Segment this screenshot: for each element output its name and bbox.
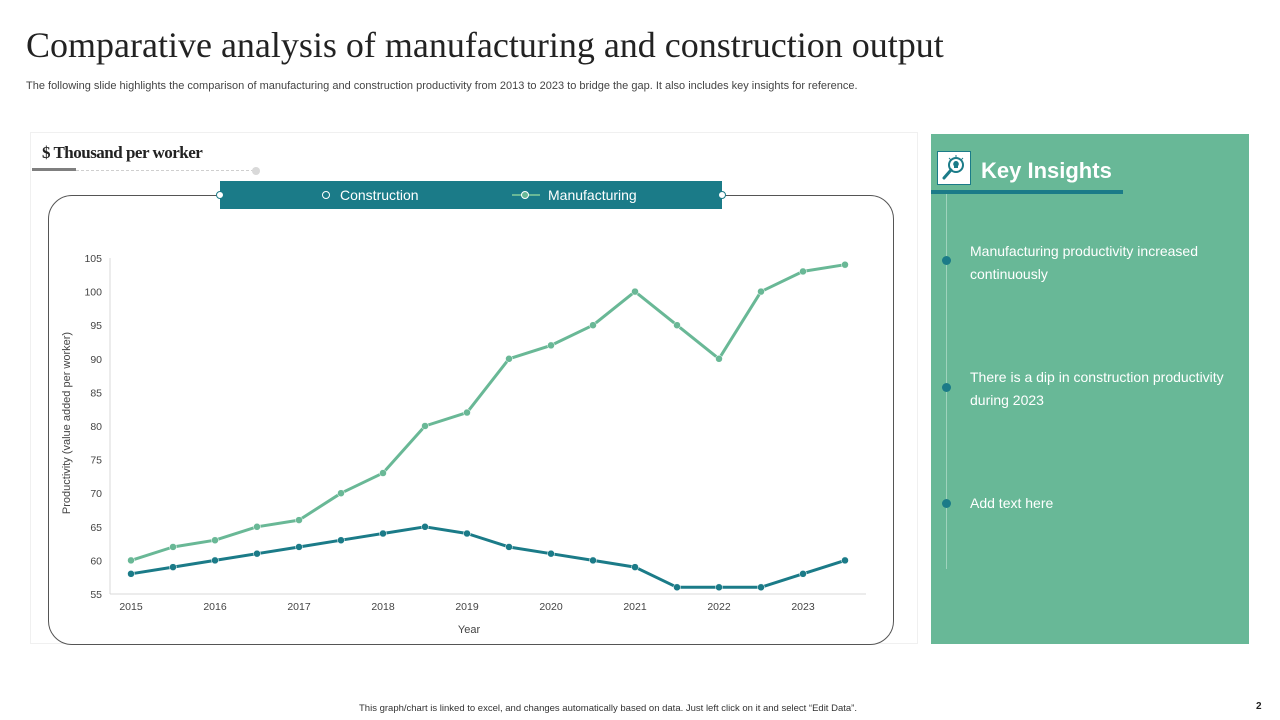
x-tick-label: 2020 — [539, 601, 563, 613]
y-tick-label: 60 — [90, 555, 102, 567]
legend-item-construction[interactable]: Construction — [322, 181, 419, 209]
magnifier-lightbulb-icon — [937, 151, 971, 185]
legend-item-manufacturing[interactable]: Manufacturing — [512, 181, 637, 209]
manufacturing-marker-icon — [512, 189, 540, 201]
data-point-manufacturing[interactable] — [757, 287, 765, 296]
data-point-construction[interactable] — [547, 549, 555, 558]
y-tick-label: 55 — [90, 589, 102, 601]
y-tick-label: 95 — [90, 320, 102, 332]
data-point-manufacturing[interactable] — [841, 260, 849, 269]
page-number: 2 — [1256, 701, 1262, 712]
y-tick-label: 90 — [90, 354, 102, 366]
series-line-manufacturing[interactable] — [130, 263, 846, 562]
data-point-construction[interactable] — [799, 570, 807, 578]
legend-label-manufacturing: Manufacturing — [548, 187, 637, 203]
y-axis-label: Productivity (value added per worker) — [61, 332, 73, 514]
data-point-manufacturing[interactable] — [799, 267, 807, 276]
y-tick-label: 100 — [84, 287, 102, 299]
insight-item-2: There is a dip in construction productiv… — [970, 369, 1224, 408]
key-insights-panel: Key Insights Manufacturing productivity … — [931, 134, 1249, 644]
data-point-manufacturing[interactable] — [673, 321, 681, 329]
data-point-construction[interactable] — [211, 556, 219, 565]
data-point-manufacturing[interactable] — [505, 355, 513, 363]
page-title: Comparative analysis of manufacturing an… — [26, 25, 944, 65]
unit-underline — [32, 168, 76, 171]
insight-bullet — [942, 499, 951, 508]
legend-end-dot — [718, 191, 726, 199]
x-tick-label: 2021 — [623, 601, 647, 613]
data-point-construction[interactable] — [463, 529, 471, 538]
data-point-construction[interactable] — [589, 556, 597, 565]
insights-title-rule — [931, 190, 1123, 194]
legend-label-construction: Construction — [340, 187, 419, 203]
x-tick-label: 2018 — [371, 601, 395, 613]
data-point-manufacturing[interactable] — [631, 287, 639, 296]
y-tick-label: 65 — [90, 522, 102, 534]
data-point-manufacturing[interactable] — [547, 341, 555, 350]
unit-label: $ Thousand per worker — [42, 143, 203, 162]
data-point-manufacturing[interactable] — [127, 556, 135, 565]
data-point-construction[interactable] — [421, 523, 429, 531]
chart-legend: Construction Manufacturing — [216, 181, 726, 209]
x-tick-label: 2015 — [119, 601, 143, 613]
y-tick-label: 105 — [84, 253, 102, 265]
plot-frame — [48, 195, 894, 645]
data-point-manufacturing[interactable] — [715, 355, 723, 363]
y-tick-label: 75 — [90, 455, 102, 467]
data-point-construction[interactable] — [337, 536, 345, 544]
series-line-construction[interactable] — [130, 525, 846, 589]
data-point-construction[interactable] — [757, 583, 765, 592]
data-point-manufacturing[interactable] — [169, 543, 177, 551]
footer-note: This graph/chart is linked to excel, and… — [359, 703, 857, 714]
y-tick-label: 70 — [90, 488, 102, 500]
x-tick-label: 2016 — [203, 601, 227, 613]
data-point-manufacturing[interactable] — [421, 422, 429, 430]
legend-end-dot — [216, 191, 224, 199]
data-point-construction[interactable] — [715, 583, 723, 592]
data-point-manufacturing[interactable] — [463, 408, 471, 417]
data-point-manufacturing[interactable] — [337, 489, 345, 497]
insight-item-3: Add text here — [970, 495, 1054, 511]
x-tick-label: 2022 — [707, 601, 731, 613]
unit-dashed-connector — [76, 170, 254, 171]
data-point-construction[interactable] — [253, 549, 261, 558]
x-axis-label: Year — [458, 624, 481, 636]
insights-timeline — [946, 194, 947, 569]
data-point-manufacturing[interactable] — [211, 536, 219, 544]
x-tick-label: 2019 — [455, 601, 479, 613]
x-tick-label: 2023 — [791, 601, 815, 613]
construction-marker-icon — [322, 189, 332, 201]
insight-bullet — [942, 256, 951, 265]
data-point-manufacturing[interactable] — [589, 321, 597, 329]
data-point-construction[interactable] — [673, 583, 681, 592]
data-point-manufacturing[interactable] — [295, 516, 303, 524]
y-tick-label: 80 — [90, 421, 102, 433]
unit-connector-dot — [252, 167, 260, 175]
data-point-manufacturing[interactable] — [379, 469, 387, 477]
data-point-construction[interactable] — [841, 556, 849, 565]
data-point-construction[interactable] — [379, 529, 387, 538]
insight-item-1: Manufacturing productivity increased con… — [970, 243, 1199, 282]
insight-bullet — [942, 383, 951, 392]
data-point-construction[interactable] — [631, 563, 639, 571]
data-point-manufacturing[interactable] — [253, 523, 261, 531]
page-subtitle: The following slide highlights the compa… — [26, 80, 858, 92]
y-tick-label: 85 — [90, 387, 102, 399]
x-tick-label: 2017 — [287, 601, 311, 613]
data-point-construction[interactable] — [169, 563, 177, 571]
insights-title: Key Insights — [981, 158, 1112, 183]
data-point-construction[interactable] — [127, 570, 135, 578]
data-point-construction[interactable] — [505, 543, 513, 551]
data-point-construction[interactable] — [295, 543, 303, 551]
